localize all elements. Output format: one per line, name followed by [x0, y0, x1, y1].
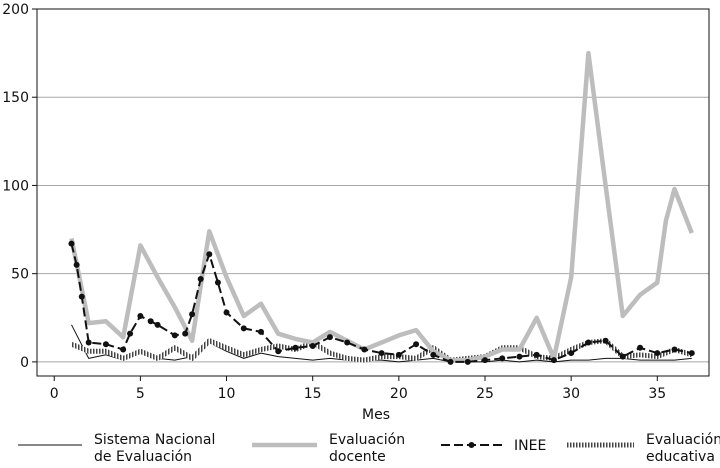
x-axis-title: Mes — [362, 407, 390, 423]
inee-point — [85, 339, 92, 346]
inee-point — [671, 346, 678, 353]
x-tick-label: 10 — [218, 386, 236, 402]
inee-point — [326, 334, 333, 341]
inee-point — [516, 353, 523, 360]
inee-point — [275, 348, 282, 355]
legend-label: INEE — [514, 438, 546, 454]
gridlines — [37, 8, 709, 363]
inee-point — [292, 344, 299, 351]
inee-point — [533, 351, 540, 358]
x-tick-label: 0 — [50, 386, 59, 402]
inee-point — [78, 293, 85, 300]
legend-label: Sistema Nacional — [94, 432, 215, 448]
inee-point — [602, 337, 609, 344]
inee-point — [137, 313, 144, 320]
inee-point — [395, 351, 402, 358]
legend-label: de Evaluación — [94, 449, 192, 465]
inee-point — [214, 279, 221, 286]
inee-point — [585, 339, 592, 346]
inee-point — [206, 251, 213, 258]
inee-point — [568, 350, 575, 357]
y-tick-label: 200 — [2, 2, 29, 18]
series-1 — [69, 50, 694, 363]
inee-point — [430, 351, 437, 358]
axis-ticks: 0 50 100 150 200 0 5 10 15 20 25 30 35 — [2, 2, 666, 402]
inee-point — [637, 344, 644, 351]
y-tick-label: 100 — [2, 178, 29, 194]
inee-point — [127, 330, 134, 337]
inee-point — [120, 346, 127, 353]
y-tick-label: 150 — [2, 90, 29, 106]
inee-point — [447, 358, 454, 365]
y-tick-label: 0 — [20, 355, 29, 371]
inee-point — [68, 240, 75, 247]
x-tick-label: 20 — [390, 386, 408, 402]
inee-point — [73, 261, 80, 268]
series-lines — [68, 50, 695, 365]
inee-point — [102, 341, 109, 348]
inee-point — [171, 332, 178, 339]
legend-label: docente — [329, 449, 386, 465]
inee-point — [223, 309, 230, 316]
series-2 — [68, 240, 695, 365]
inee-point — [499, 355, 506, 362]
y-tick-label: 50 — [11, 267, 29, 283]
inee-point — [654, 350, 661, 357]
inee-point — [378, 350, 385, 357]
inee-point — [550, 357, 557, 364]
inee-point — [344, 339, 351, 346]
series-line — [69, 50, 694, 363]
inee-point — [688, 350, 695, 357]
legend-label: educativa — [646, 449, 715, 465]
x-tick-label: 15 — [304, 386, 322, 402]
legend-marker — [468, 442, 475, 448]
x-tick-label: 25 — [476, 386, 494, 402]
inee-point — [413, 341, 420, 348]
legend-label: Evaluación — [329, 432, 405, 448]
plot-frame — [36, 8, 710, 377]
inee-point — [147, 318, 154, 325]
inee-point — [240, 325, 247, 332]
inee-point — [619, 353, 626, 360]
legend-item: INEE — [441, 438, 546, 454]
inee-point — [482, 357, 488, 364]
inee-point — [197, 275, 204, 282]
inee-point — [189, 311, 196, 318]
x-tick-label: 30 — [562, 386, 580, 402]
x-tick-label: 35 — [648, 386, 666, 402]
inee-point — [309, 343, 316, 350]
x-tick-label: 5 — [136, 386, 145, 402]
series-line — [71, 324, 692, 363]
inee-point — [464, 358, 471, 365]
legend-label: Evaluación — [646, 432, 720, 448]
inee-point — [182, 330, 189, 337]
inee-point — [154, 321, 161, 328]
inee-point — [258, 328, 264, 335]
series-0 — [71, 324, 692, 363]
inee-point — [361, 346, 368, 353]
